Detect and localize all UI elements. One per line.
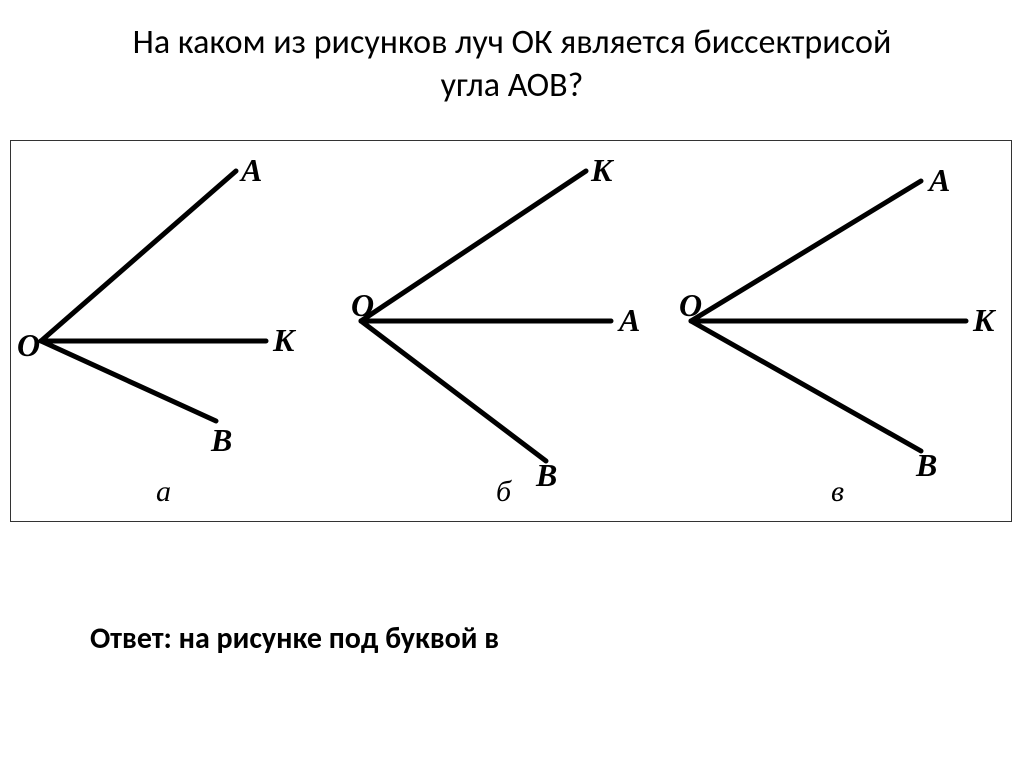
ray-ok-b	[361, 171, 586, 321]
label-b-b: B	[535, 457, 557, 493]
label-a-a: A	[239, 152, 262, 188]
label-a-c: A	[927, 162, 950, 198]
label-k-a: K	[272, 322, 297, 358]
label-k-c: K	[972, 302, 997, 338]
diagrams-frame: O A K B а O K A B б O A K B в	[10, 140, 1012, 522]
answer-text: Ответ: на рисунке под буквой в	[90, 620, 499, 657]
label-b-c: B	[915, 447, 937, 483]
label-o-b: O	[351, 287, 374, 323]
ray-ob-a	[41, 341, 216, 421]
panel-label-a: а	[156, 475, 171, 508]
question-block: На каком из рисунков луч ОК является бис…	[0, 0, 1024, 107]
question-line2: угла АОВ?	[441, 65, 584, 106]
diagrams-svg: O A K B а O K A B б O A K B в	[11, 141, 1011, 521]
label-b-a: B	[210, 422, 232, 458]
label-k-b: K	[590, 152, 615, 188]
panel-b	[361, 171, 611, 461]
ray-ob-c	[691, 321, 921, 451]
label-o-c: O	[679, 287, 702, 323]
ray-ob-b	[361, 321, 546, 461]
page: На каком из рисунков луч ОК является бис…	[0, 0, 1024, 767]
panel-label-c: в	[831, 475, 844, 508]
label-a-b: A	[617, 302, 640, 338]
ray-oa-a	[41, 171, 236, 341]
question-line1: На каком из рисунков луч ОК является бис…	[133, 22, 892, 63]
panel-c	[691, 181, 966, 451]
ray-oa-c	[691, 181, 921, 321]
panel-label-b: б	[496, 475, 512, 508]
panel-a	[41, 171, 266, 421]
label-o-a: O	[17, 327, 40, 363]
